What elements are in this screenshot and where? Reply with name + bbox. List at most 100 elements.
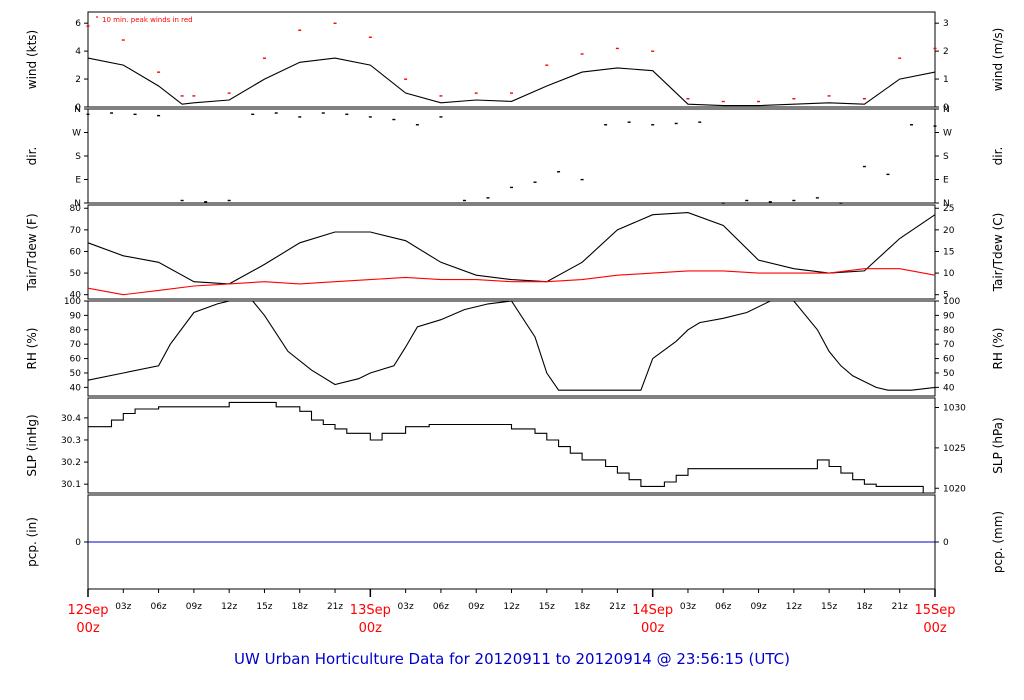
data-point bbox=[86, 113, 90, 116]
x-axis: 03z 06z 09z 12z 15z 18z 21z 03z 06z 09z 12z 15z 18z 2… bbox=[67, 589, 956, 636]
data-point bbox=[792, 98, 796, 100]
y-axis-label-left: Tair/Tdew (F) bbox=[25, 213, 39, 291]
data-point bbox=[698, 121, 702, 123]
panel-wind: 0 2 4 6 0 1 2 3 wind (kts) wind (m/s) 10 min. peak… bbox=[25, 11, 1005, 113]
y-tick-label-left: 60 bbox=[70, 355, 82, 365]
y-tick-label-left: E bbox=[75, 176, 81, 186]
panel-frame bbox=[87, 300, 936, 397]
y-tick-label-right: 5 bbox=[943, 291, 949, 301]
data-point bbox=[462, 199, 466, 202]
data-point bbox=[86, 25, 90, 27]
data-point bbox=[909, 124, 913, 126]
data-point bbox=[180, 95, 184, 97]
x-tick-label: 21z bbox=[327, 602, 343, 612]
y-tick-label-left: 0 bbox=[75, 103, 81, 113]
data-point bbox=[192, 95, 196, 97]
y-tick-label-left: 70 bbox=[70, 340, 82, 350]
x-day-time-label: 00z bbox=[641, 621, 665, 636]
data-point bbox=[839, 202, 843, 204]
data-point bbox=[439, 116, 443, 118]
y-tick-label-right: N bbox=[943, 199, 950, 209]
data-point bbox=[862, 98, 866, 100]
series-line bbox=[88, 401, 935, 494]
data-point bbox=[545, 64, 549, 66]
y-axis-label-right: SLP (hPa) bbox=[991, 417, 1005, 473]
x-tick-label: 03z bbox=[115, 602, 131, 612]
data-point bbox=[651, 124, 655, 126]
x-tick-label: 06z bbox=[433, 602, 449, 612]
y-axis-label-left: SLP (inHg) bbox=[25, 414, 39, 476]
x-tick-label: 09z bbox=[186, 602, 202, 612]
x-tick-label: 18z bbox=[856, 602, 872, 612]
y-tick-label-right: E bbox=[943, 176, 949, 186]
data-point bbox=[157, 71, 161, 73]
y-tick-label-left: 50 bbox=[70, 269, 82, 279]
y-tick-label-left: 40 bbox=[70, 383, 82, 393]
x-tick-label: 12z bbox=[786, 602, 802, 612]
data-point bbox=[898, 57, 902, 59]
data-point bbox=[227, 199, 231, 202]
data-point bbox=[862, 165, 866, 168]
y-tick-label-right: N bbox=[943, 105, 950, 115]
x-tick-label: 09z bbox=[750, 602, 766, 612]
y-tick-label-right: 1025 bbox=[943, 444, 966, 454]
x-tick-label: 06z bbox=[150, 602, 166, 612]
data-point bbox=[557, 171, 561, 173]
y-tick-label-left: 30.2 bbox=[61, 458, 81, 468]
data-point bbox=[121, 39, 125, 41]
panel-frame bbox=[87, 397, 936, 494]
data-point bbox=[251, 113, 255, 116]
data-point bbox=[745, 199, 749, 202]
y-axis-label-right: Tair/Tdew (C) bbox=[991, 213, 1005, 293]
y-tick-label-right: 100 bbox=[943, 297, 960, 307]
data-point bbox=[368, 116, 372, 118]
panel-annotation: 10 min. peak winds in red bbox=[102, 16, 193, 24]
y-tick-label-right: W bbox=[943, 129, 952, 139]
x-day-time-label: 00z bbox=[359, 621, 383, 636]
y-tick-label-right: 90 bbox=[943, 311, 955, 321]
x-day-time-label: 00z bbox=[923, 621, 947, 636]
data-point bbox=[580, 178, 584, 181]
y-tick-label-right: 0 bbox=[943, 103, 949, 113]
data-point bbox=[486, 197, 490, 199]
y-tick-label-left: 30.4 bbox=[61, 414, 81, 424]
y-tick-label-left: 6 bbox=[75, 19, 81, 29]
data-point bbox=[298, 116, 302, 118]
y-tick-label-left: 0 bbox=[75, 538, 81, 548]
x-day-label: 12Sep bbox=[67, 603, 108, 618]
y-tick-label-left: 40 bbox=[70, 291, 82, 301]
y-tick-label-left: 80 bbox=[70, 326, 82, 336]
x-tick-label: 12z bbox=[503, 602, 519, 612]
data-point bbox=[792, 199, 796, 202]
y-tick-label-left: 100 bbox=[64, 297, 81, 307]
data-point bbox=[827, 95, 831, 97]
x-day-time-label: 00z bbox=[76, 621, 100, 636]
panel-frame bbox=[87, 204, 936, 300]
data-point bbox=[415, 124, 419, 126]
y-tick-label-right: 10 bbox=[943, 269, 955, 279]
y-tick-label-left: 30.3 bbox=[61, 436, 81, 446]
y-tick-label-left: N bbox=[74, 105, 81, 115]
y-tick-label-right: 15 bbox=[943, 247, 954, 257]
data-point bbox=[674, 122, 678, 125]
x-tick-label: 03z bbox=[398, 602, 414, 612]
y-tick-label-right: S bbox=[943, 152, 949, 162]
x-tick-label: 03z bbox=[680, 602, 696, 612]
data-point bbox=[627, 121, 631, 123]
data-point bbox=[815, 197, 819, 199]
y-axis-label-right: RH (%) bbox=[991, 328, 1005, 370]
x-tick-label: 15z bbox=[256, 602, 272, 612]
data-point bbox=[933, 47, 937, 50]
y-tick-label-right: 3 bbox=[943, 19, 949, 29]
data-point bbox=[474, 92, 478, 94]
y-tick-label-right: 1 bbox=[943, 75, 949, 85]
panel-temperature: 40 50 60 70 80 5 10 15 20 25 Tair/Tdew (F) Tair/Tde… bbox=[25, 204, 1005, 300]
data-point bbox=[721, 100, 725, 103]
y-tick-label-right: 0 bbox=[943, 538, 949, 548]
y-tick-label-left: 4 bbox=[75, 47, 81, 57]
data-point bbox=[510, 186, 513, 189]
data-point bbox=[110, 112, 114, 114]
y-tick-label-right: 1030 bbox=[943, 404, 966, 414]
series-line bbox=[87, 268, 936, 296]
